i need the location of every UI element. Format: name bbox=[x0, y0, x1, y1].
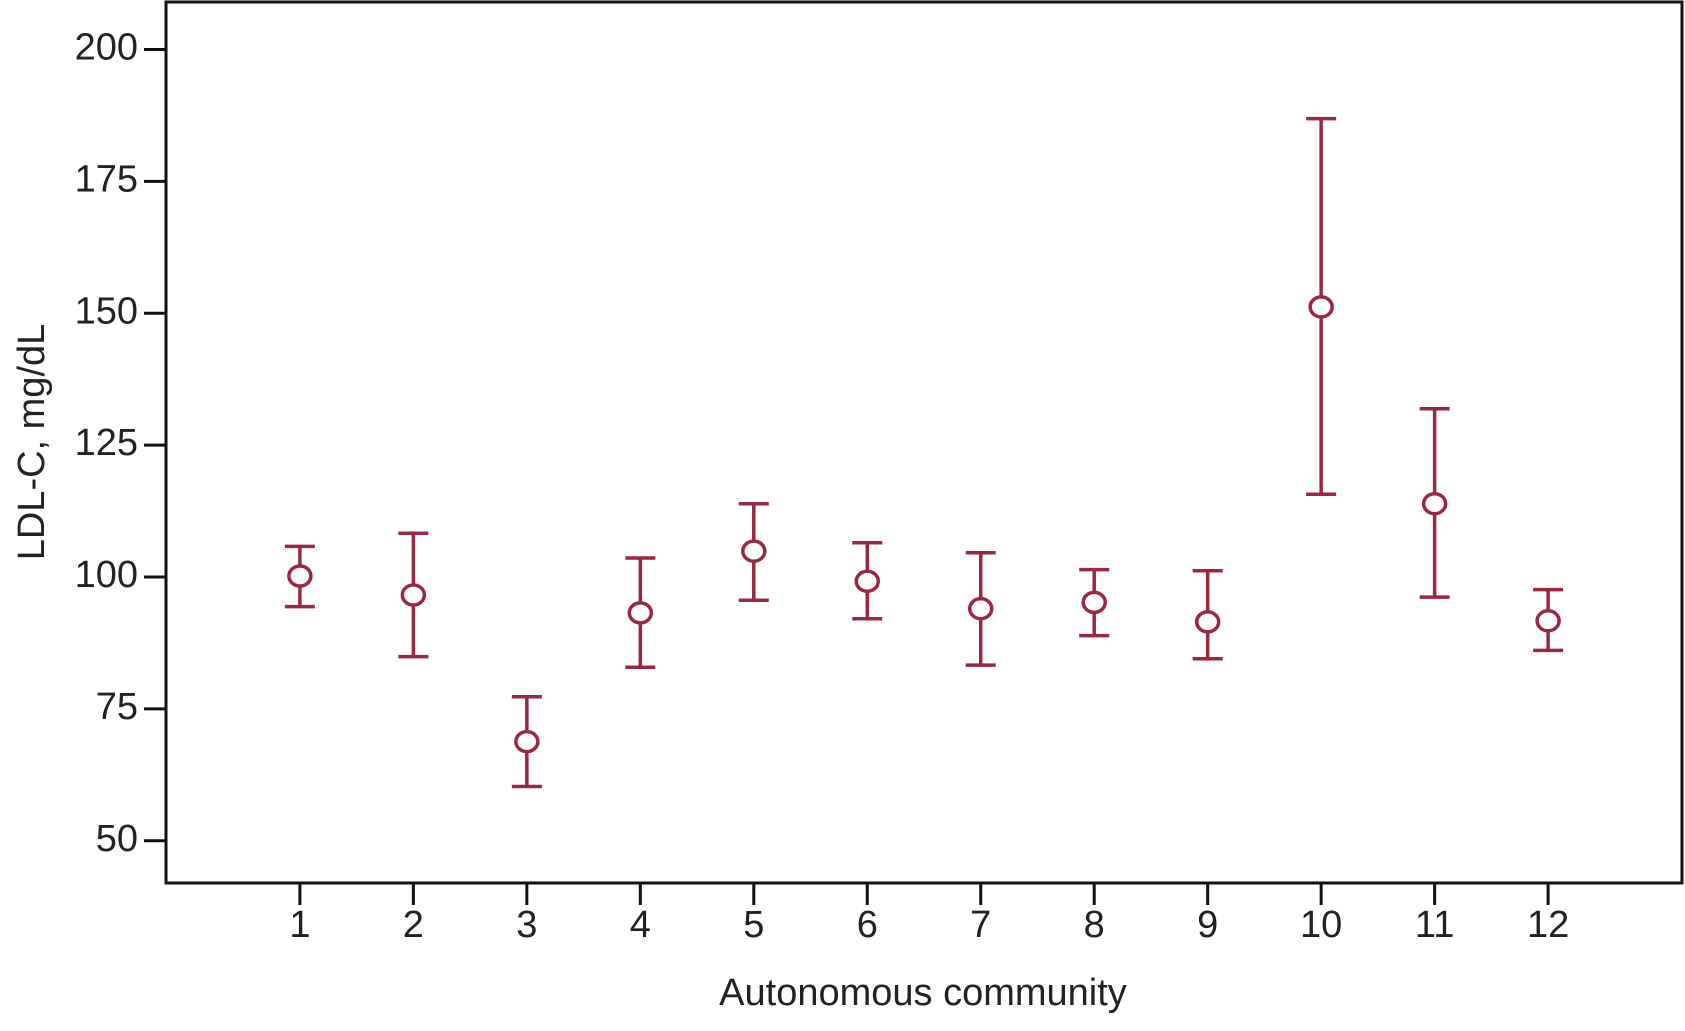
y-tick-label: 175 bbox=[75, 158, 138, 200]
mean-marker bbox=[741, 539, 767, 563]
x-axis-label: Autonomous community bbox=[719, 972, 1127, 1014]
plot-frame bbox=[164, 0, 1684, 885]
y-tick-label: 125 bbox=[75, 422, 138, 464]
x-tick-label: 11 bbox=[1415, 904, 1454, 946]
mean-marker bbox=[1194, 610, 1221, 634]
mean-marker bbox=[1308, 295, 1334, 319]
y-tick-label: 150 bbox=[75, 290, 138, 332]
x-tick-label: 7 bbox=[970, 904, 991, 946]
y-tick-label: 50 bbox=[96, 818, 138, 860]
mean-marker bbox=[627, 601, 654, 625]
x-tick-label: 1 bbox=[289, 904, 310, 946]
x-tick-label: 8 bbox=[1084, 904, 1105, 946]
mean-marker bbox=[967, 596, 994, 621]
x-tick-label: 2 bbox=[403, 904, 424, 946]
mean-marker bbox=[1421, 491, 1448, 516]
mean-marker bbox=[287, 564, 313, 588]
x-tick-label: 10 bbox=[1300, 904, 1342, 946]
mean-marker bbox=[854, 569, 881, 593]
x-tick-label: 3 bbox=[516, 904, 537, 946]
y-tick-label: 75 bbox=[96, 686, 138, 728]
x-tick-label: 4 bbox=[630, 904, 651, 946]
x-tick-label: 5 bbox=[743, 904, 764, 946]
mean-marker bbox=[1535, 609, 1561, 633]
mean-marker bbox=[514, 729, 540, 754]
x-tick-label: 12 bbox=[1527, 904, 1569, 946]
y-tick-label: 100 bbox=[75, 554, 138, 596]
x-tick-label: 6 bbox=[857, 904, 878, 946]
x-tick-label: 9 bbox=[1197, 904, 1218, 946]
y-axis-label: LDL-C, mg/dL bbox=[11, 324, 53, 561]
y-tick-label: 200 bbox=[75, 27, 138, 69]
mean-marker bbox=[400, 583, 427, 607]
mean-marker bbox=[1081, 590, 1107, 615]
